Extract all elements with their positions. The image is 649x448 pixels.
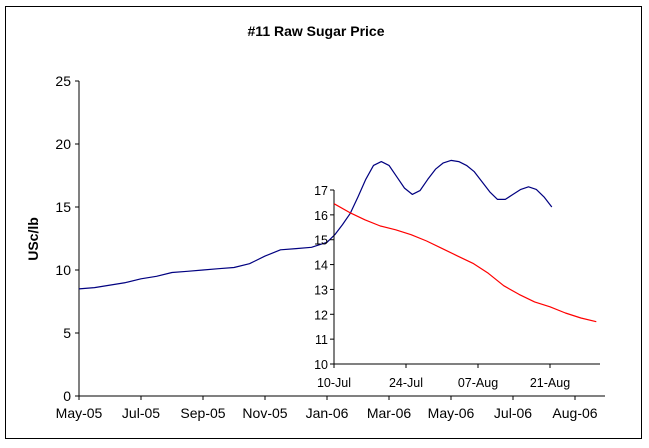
main-y-tick-label: 25 [55,73,71,89]
main-x-tick-label: Aug-06 [552,405,597,421]
inset-y-tick-label: 17 [314,184,328,198]
inset-y-tick-label: 11 [315,333,328,347]
main-axes: 0 5 10 15 20 25 May-05 Jul-05 Sep-05 Nov-05 Jan-06… [55,73,605,421]
main-y-tick-label: 15 [55,199,71,215]
chart-frame [5,6,642,439]
inset-x-tick-label: 24-Jul [389,376,423,390]
main-x-tick-label: Jan-06 [306,405,349,421]
y-axis-label: USc/lb [25,217,41,261]
inset-x-tick-label: 07-Aug [458,376,498,390]
inset-x-tick-label: 10-Jul [317,376,351,390]
main-x-tick-label: Jul-05 [122,405,160,421]
inset-y-tick-label: 13 [314,283,328,297]
inset-y-tick-label: 16 [314,209,328,223]
inset-x-tick-label: 21-Aug [530,376,570,390]
main-y-tick-label: 20 [55,136,71,152]
inset-axes: 10 11 12 13 14 15 16 17 10-Jul 24-Jul 07-Aug 21-Aug [314,184,600,390]
inset-series [333,203,597,323]
main-x-tick-label: Sep-05 [180,405,225,421]
main-y-tick-label: 0 [63,388,71,404]
inset-y-tick-label: 10 [314,358,328,372]
main-x-tick-label: Nov-05 [242,405,287,421]
inset-y-tick-label: 12 [314,308,328,322]
main-x-tick-label: Mar-06 [367,405,412,421]
chart-title: #11 Raw Sugar Price [248,23,385,39]
main-x-tick-label: Jul-06 [494,405,532,421]
inset-series-line [333,203,597,323]
inset-y-tick-label: 14 [314,259,328,273]
inset-y-tick-label: 15 [314,234,328,248]
main-series-line [78,159,553,290]
main-x-tick-label: May-06 [428,405,475,421]
main-y-tick-label: 10 [55,262,71,278]
main-series [0,159,553,290]
main-y-tick-label: 5 [63,325,71,341]
main-x-tick-label: May-05 [56,405,103,421]
